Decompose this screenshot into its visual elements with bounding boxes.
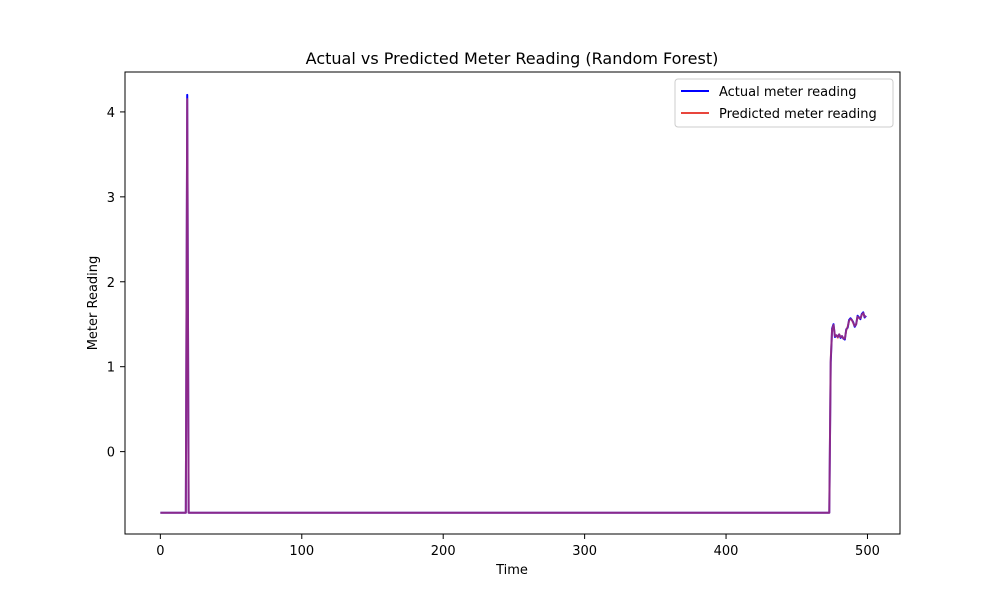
chart-title: Actual vs Predicted Meter Reading (Rando… — [306, 49, 719, 68]
plot-frame — [124, 71, 901, 535]
x-tick-label: 100 — [289, 544, 314, 559]
y-tick-label: 4 — [107, 106, 115, 121]
y-tick-label: 3 — [107, 191, 115, 206]
x-tick-label: 200 — [431, 544, 456, 559]
x-tick-label: 500 — [855, 544, 880, 559]
plot-area — [124, 71, 901, 535]
x-tick-label: 0 — [156, 544, 164, 559]
y-tick-label: 0 — [107, 446, 115, 461]
x-axis-label: Time — [495, 563, 528, 578]
series-line-actual — [160, 93, 867, 514]
legend: Actual meter reading Predicted meter read… — [674, 78, 894, 128]
y-tick-label: 2 — [107, 276, 115, 291]
y-axis: 0 1 2 3 4 — [107, 106, 125, 461]
x-tick-label: 300 — [572, 544, 597, 559]
y-axis-label: Meter Reading — [86, 256, 101, 351]
legend-entry: Predicted meter reading — [719, 107, 877, 122]
series-line-predicted — [160, 98, 867, 514]
x-axis: 0 100 200 300 400 500 — [156, 534, 880, 559]
y-tick-label: 1 — [107, 361, 115, 376]
legend-box — [674, 78, 894, 128]
x-tick-label: 400 — [714, 544, 739, 559]
legend-entry: Actual meter reading — [719, 85, 856, 100]
